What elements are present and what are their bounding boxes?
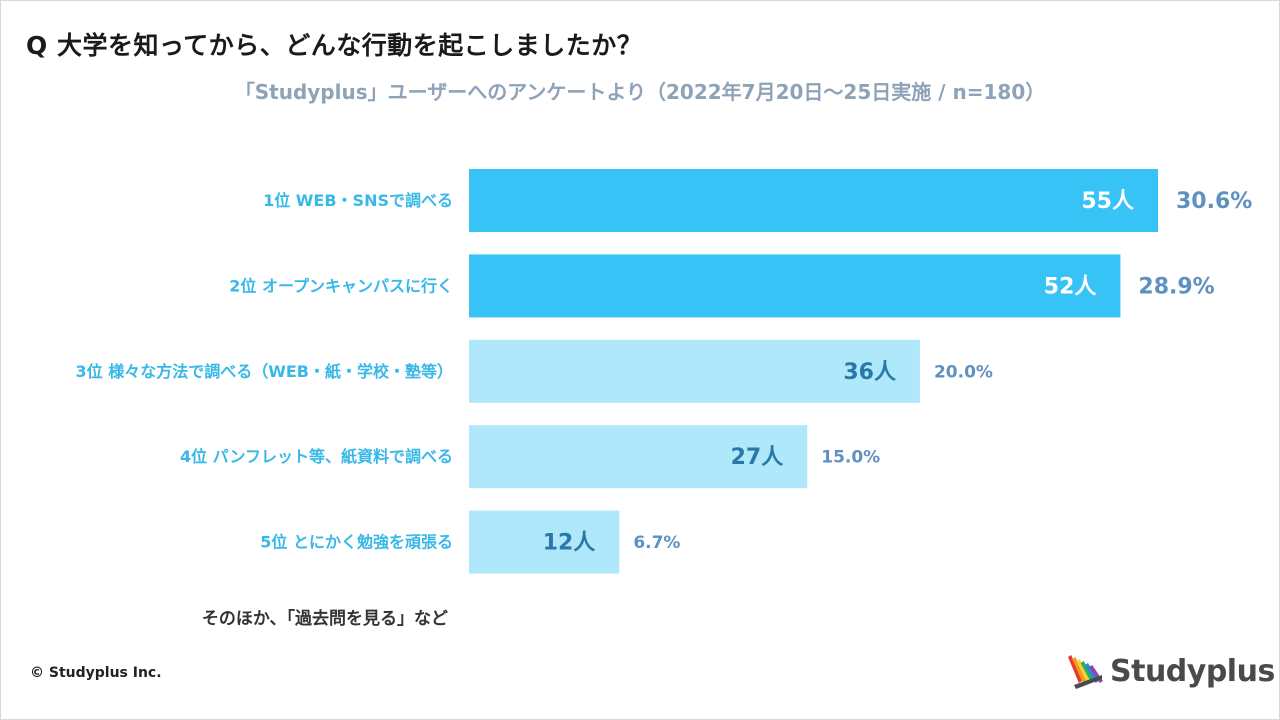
bar (469, 339, 920, 403)
logo-text: Studyplus (1110, 653, 1275, 689)
category-label: 3位 様々な方法で調べる（WEB・紙・学校・塾等） (76, 362, 453, 381)
category-label: 2位 オープンキャンパスに行く (229, 276, 453, 295)
copyright: © Studyplus Inc. (30, 665, 162, 681)
other-answers-note: そのほか、「過去問を見る」など (201, 609, 448, 629)
category-label: 1位 WEB・SNSで調べる (263, 191, 453, 210)
pencil-stripe (1068, 655, 1082, 683)
bar (469, 425, 808, 489)
pencils-icon (1068, 655, 1103, 689)
pencil-stripe (1080, 661, 1095, 683)
bar (469, 169, 1158, 232)
bar (469, 510, 620, 574)
pencil-base (1074, 675, 1102, 689)
percent-label: 28.9% (1138, 274, 1214, 299)
value-label: 52人 (1044, 274, 1097, 299)
value-label: 12人 (543, 531, 596, 556)
chart-title: Q 大学を知ってから、どんな行動を起こしましたか？ (26, 31, 643, 60)
category-label: 4位 パンフレット等、紙資料で調べる (180, 447, 453, 466)
studyplus-logo: Studyplus (1064, 648, 1275, 694)
value-label: 55人 (1081, 189, 1134, 214)
pencil-stripe (1072, 657, 1087, 683)
bar (469, 254, 1121, 318)
percent-label: 15.0% (821, 448, 880, 468)
value-label: 36人 (843, 360, 896, 385)
category-label: 5位 とにかく勉強を頑張る (260, 533, 453, 552)
percent-label: 6.7% (633, 533, 680, 553)
percent-label: 20.0% (934, 362, 993, 382)
pencil-stripe (1076, 659, 1091, 683)
chart-subtitle: 「Studyplus」ユーザーへのアンケートより（2022年7月20日〜25日実… (234, 80, 1046, 104)
percent-label: 30.6% (1176, 189, 1252, 214)
value-label: 27人 (731, 445, 784, 470)
